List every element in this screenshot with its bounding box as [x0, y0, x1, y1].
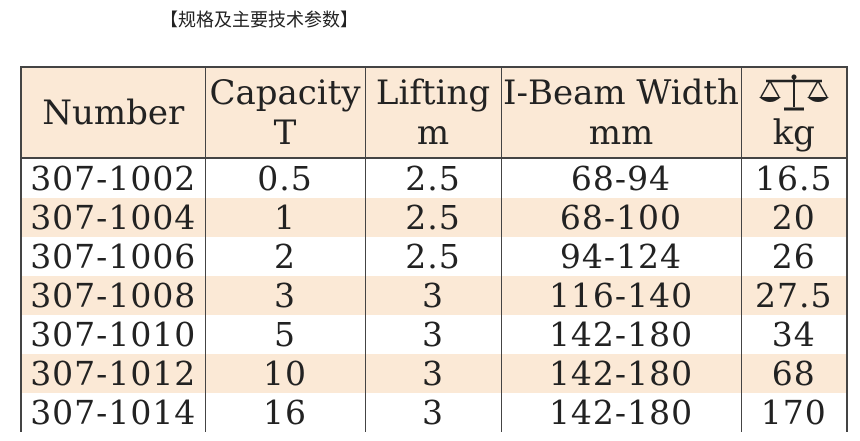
cell-ibeam-width: 68-100 [500, 198, 742, 237]
cell-ibeam-width: 142-180 [500, 315, 742, 354]
table-row: 307-1006 2 2.5 94-124 26 [20, 237, 848, 276]
table-row: 307-1010 5 3 142-180 34 [20, 315, 848, 354]
balance-scale-icon [758, 74, 829, 110]
table-row: 307-1014 16 3 142-180 170 [20, 393, 848, 432]
cell-ibeam-width: 116-140 [500, 276, 742, 315]
header-number-label: Number [42, 92, 185, 133]
cell-number: 307-1014 [20, 393, 206, 432]
cell-weight: 170 [740, 393, 848, 432]
header-number: Number [20, 66, 206, 159]
header-row: Number Capacity T Lifting m I-Beam Width… [20, 66, 848, 159]
cell-capacity: 2 [204, 237, 366, 276]
cell-capacity: 0.5 [204, 158, 366, 198]
table-row: 307-1012 10 3 142-180 68 [20, 354, 848, 393]
header-weight: kg [740, 66, 848, 159]
header-capacity-unit: T [273, 112, 297, 153]
section-heading: 【规格及主要技术参数】 [160, 10, 358, 31]
cell-number: 307-1012 [20, 354, 206, 393]
header-capacity-label: Capacity [209, 72, 361, 113]
cell-number: 307-1008 [20, 276, 206, 315]
cell-weight: 26 [740, 237, 848, 276]
cell-number: 307-1010 [20, 315, 206, 354]
cell-lifting: 2.5 [364, 237, 502, 276]
cell-weight: 34 [740, 315, 848, 354]
header-lifting: Lifting m [364, 66, 502, 159]
cell-number: 307-1006 [20, 237, 206, 276]
cell-weight: 20 [740, 198, 848, 237]
cell-lifting: 2.5 [364, 198, 502, 237]
header-ibeam-width-unit: mm [588, 112, 654, 153]
table-row: 307-1002 0.5 2.5 68-94 16.5 [20, 158, 848, 198]
cell-weight: 68 [740, 354, 848, 393]
cell-number: 307-1002 [20, 158, 206, 198]
cell-weight: 16.5 [740, 158, 848, 198]
cell-lifting: 3 [364, 315, 502, 354]
header-lifting-label: Lifting [375, 72, 491, 113]
spec-table-header: Number Capacity T Lifting m I-Beam Width… [20, 66, 848, 159]
spec-table-body: 307-1002 0.5 2.5 68-94 16.5 307-1004 1 2.5 68-10… [20, 158, 848, 432]
table-row: 307-1004 1 2.5 68-100 20 [20, 198, 848, 237]
cell-lifting: 3 [364, 393, 502, 432]
cell-capacity: 3 [204, 276, 366, 315]
table-row: 307-1008 3 3 116-140 27.5 [20, 276, 848, 315]
header-weight-unit: kg [772, 112, 815, 153]
cell-capacity: 16 [204, 393, 366, 432]
spec-table: Number Capacity T Lifting m I-Beam Width… [20, 66, 848, 432]
cell-ibeam-width: 68-94 [500, 158, 742, 198]
cell-number: 307-1004 [20, 198, 206, 237]
cell-lifting: 3 [364, 276, 502, 315]
header-lifting-unit: m [416, 112, 450, 153]
cell-ibeam-width: 94-124 [500, 237, 742, 276]
cell-capacity: 10 [204, 354, 366, 393]
header-capacity: Capacity T [204, 66, 366, 159]
cell-lifting: 3 [364, 354, 502, 393]
header-ibeam-width: I-Beam Width mm [500, 66, 742, 159]
cell-capacity: 1 [204, 198, 366, 237]
cell-capacity: 5 [204, 315, 366, 354]
cell-ibeam-width: 142-180 [500, 393, 742, 432]
cell-ibeam-width: 142-180 [500, 354, 742, 393]
cell-weight: 27.5 [740, 276, 848, 315]
header-ibeam-width-label: I-Beam Width [503, 72, 739, 113]
cell-lifting: 2.5 [364, 158, 502, 198]
